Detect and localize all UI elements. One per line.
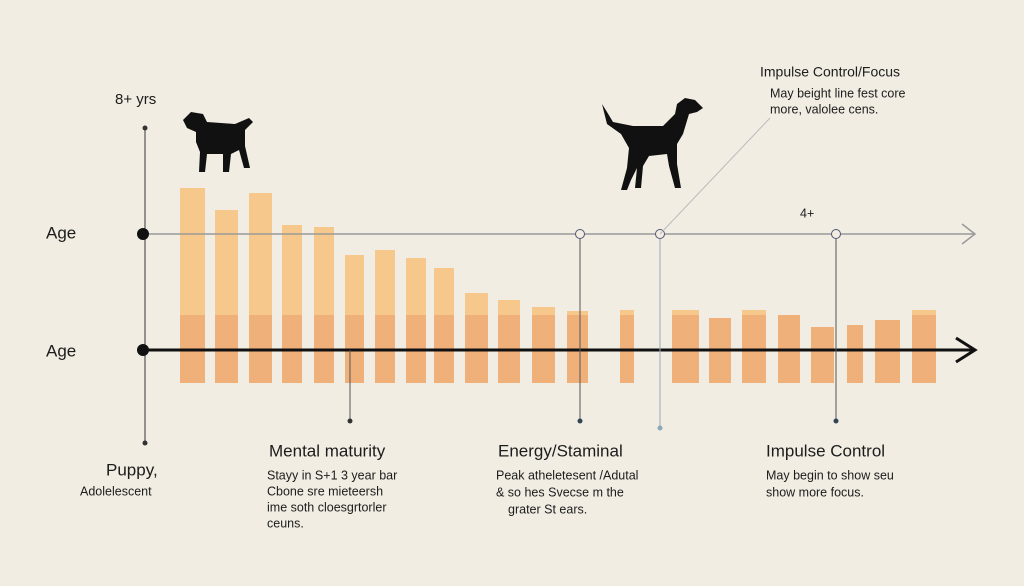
bar-decor — [345, 255, 364, 315]
stage-text: ceuns. — [267, 516, 304, 530]
bars — [180, 188, 936, 383]
bar-decor — [672, 310, 699, 315]
axis-label: Age — [46, 223, 76, 242]
dog-icon — [183, 112, 253, 172]
arrowhead — [955, 336, 978, 364]
bar-decor — [742, 310, 766, 315]
bar-decor — [314, 227, 334, 315]
marker — [831, 229, 841, 239]
stage-text: ime soth cloesgrtorler — [267, 500, 387, 514]
stage-text: Peak atheletesent /Adutal — [496, 468, 638, 482]
dot — [142, 125, 148, 131]
dot — [142, 440, 148, 446]
stage-text: grater St ears. — [508, 502, 587, 516]
bar-decor — [215, 210, 238, 315]
bar-decor — [434, 268, 454, 315]
bar-decor — [249, 193, 272, 315]
callout-text: more, valolee cens. — [770, 102, 878, 116]
dog-icon — [602, 98, 703, 190]
stage-title: Mental maturity — [269, 441, 386, 460]
bar-decor — [567, 311, 588, 315]
stage-text: May begin to show seu — [766, 468, 894, 482]
stage-text: Stayy in S+1 3 year bar — [267, 468, 397, 482]
stage-title: Energy/Staminal — [498, 441, 623, 460]
marker — [575, 229, 585, 239]
stage-text: Adolelescent — [80, 484, 152, 498]
arrowhead — [961, 223, 977, 245]
bar-decor — [912, 310, 936, 315]
callout-text: May beight line fest core — [770, 86, 906, 100]
bar-decor — [532, 307, 555, 315]
marker-label: 4+ — [800, 206, 814, 220]
bar-decor — [180, 188, 205, 315]
stage-text: Cbone sre mieteersh — [267, 484, 383, 498]
bar-decor — [811, 327, 834, 383]
bar-decor — [498, 300, 520, 315]
bar-decor — [406, 258, 426, 315]
stage-title: Impulse Control — [766, 441, 885, 460]
dot — [577, 418, 583, 424]
stage-text: & so hes Svecse m the — [496, 485, 624, 499]
bar-decor — [465, 293, 488, 315]
axis-label: Age — [46, 341, 76, 360]
dot — [657, 425, 663, 431]
callout-title: Impulse Control/Focus — [760, 64, 900, 80]
bar-decor — [620, 310, 634, 315]
dot — [137, 228, 149, 240]
callout-line — [659, 117, 771, 235]
dot — [137, 344, 149, 356]
stage-title: Puppy, — [106, 460, 158, 479]
bar-decor — [282, 225, 302, 315]
top-label: 8+ yrs — [115, 91, 156, 108]
stage-text: show more focus. — [766, 485, 864, 499]
dot — [833, 418, 839, 424]
bar-decor — [375, 250, 395, 315]
dot — [347, 418, 353, 424]
bar-decor — [847, 325, 863, 383]
